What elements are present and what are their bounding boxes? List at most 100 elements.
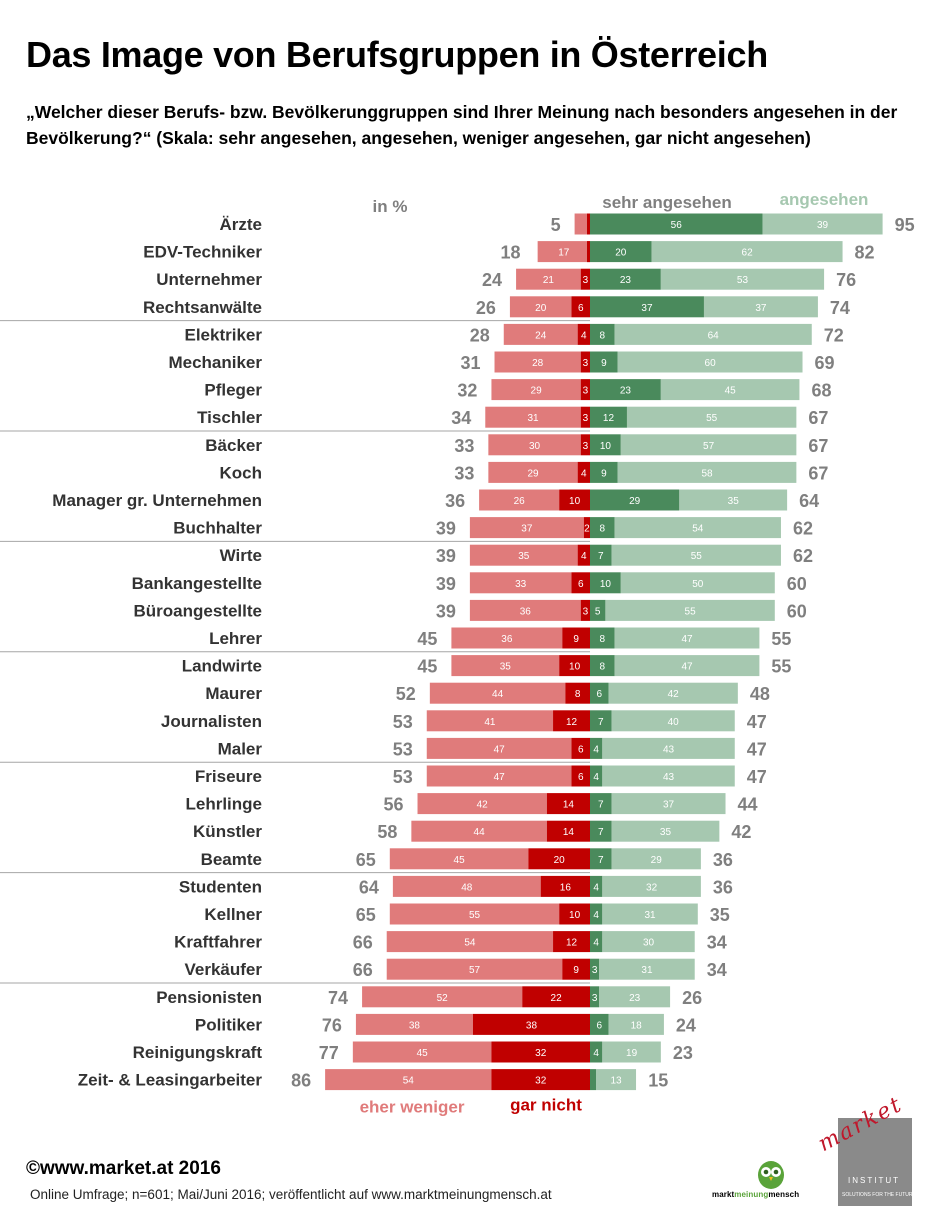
data-label-gar-nicht: 6	[578, 579, 584, 590]
total-positive: 48	[750, 684, 770, 704]
bar-eher-weniger	[488, 434, 581, 456]
category-label: Ärzte	[219, 215, 262, 234]
bar-eher-weniger	[503, 323, 578, 345]
bar-eher-weniger	[389, 848, 529, 870]
data-label-eher-weniger: 44	[492, 689, 504, 700]
data-label-sehr-angesehen: 4	[593, 910, 599, 921]
total-positive: 68	[811, 381, 831, 401]
total-negative: 52	[396, 684, 416, 704]
total-positive: 62	[793, 519, 813, 539]
total-negative: 66	[353, 933, 373, 953]
data-label-eher-weniger: 24	[535, 330, 547, 341]
data-label-eher-weniger: 26	[514, 496, 526, 507]
total-negative: 45	[417, 657, 437, 677]
bar-angesehen	[617, 461, 797, 483]
category-label: Landwirte	[182, 657, 262, 676]
bar-gar-nicht	[559, 903, 590, 925]
data-label-gar-nicht: 38	[526, 1020, 538, 1031]
bar-eher-weniger	[426, 737, 572, 759]
total-positive: 55	[771, 657, 791, 677]
total-positive: 72	[824, 325, 844, 345]
total-positive: 35	[710, 905, 730, 925]
data-label-sehr-angesehen: 10	[600, 579, 612, 590]
data-label-gar-nicht: 6	[578, 744, 584, 755]
bar-eher-weniger	[386, 958, 563, 980]
total-negative: 53	[393, 739, 413, 759]
category-label: Koch	[220, 463, 263, 482]
bar-gar-nicht	[577, 461, 590, 483]
data-label-angesehen: 47	[681, 634, 693, 645]
data-label-eher-weniger: 31	[527, 413, 539, 424]
data-label-eher-weniger: 29	[527, 468, 539, 479]
data-label-sehr-angesehen: 8	[600, 634, 606, 645]
bar-gar-nicht	[577, 544, 590, 566]
category-label: Bäcker	[205, 436, 262, 455]
data-label-gar-nicht: 22	[551, 993, 563, 1004]
category-label: Unternehmer	[156, 270, 262, 289]
data-label-gar-nicht: 3	[583, 386, 589, 397]
data-label-sehr-angesehen: 5	[595, 606, 601, 617]
data-label-angesehen: 55	[685, 606, 697, 617]
bar-gar-nicht	[472, 1013, 590, 1035]
bar-gar-nicht	[571, 765, 590, 787]
bar-eher-weniger	[469, 599, 581, 621]
total-negative: 33	[454, 436, 474, 456]
bar-gar-nicht	[546, 820, 590, 842]
data-label-eher-weniger: 47	[494, 772, 506, 783]
bar-gar-nicht	[577, 323, 590, 345]
bar-gar-nicht	[587, 213, 590, 235]
bar-sehr-angesehen	[590, 655, 615, 677]
bar-sehr-angesehen	[590, 1069, 596, 1091]
bar-eher-weniger	[494, 351, 581, 373]
bar-gar-nicht	[587, 241, 590, 263]
data-label-angesehen: 18	[631, 1020, 643, 1031]
data-label-eher-weniger: 48	[461, 882, 473, 893]
total-negative: 74	[328, 988, 348, 1008]
data-label-sehr-angesehen: 6	[596, 689, 602, 700]
total-positive: 47	[747, 712, 767, 732]
data-label-eher-weniger: 54	[403, 1076, 415, 1087]
bar-sehr-angesehen	[590, 848, 612, 870]
bar-eher-weniger	[537, 241, 590, 263]
total-negative: 58	[377, 822, 397, 842]
bar-angesehen	[599, 958, 695, 980]
bar-sehr-angesehen	[590, 461, 618, 483]
data-label-gar-nicht: 12	[566, 717, 578, 728]
data-label-sehr-angesehen: 8	[600, 524, 606, 535]
data-label-eher-weniger: 30	[529, 441, 541, 452]
total-negative: 65	[356, 905, 376, 925]
total-negative: 65	[356, 850, 376, 870]
data-label-eher-weniger: 33	[515, 579, 527, 590]
legend-eher-weniger: eher weniger	[360, 1098, 465, 1117]
data-label-angesehen: 37	[663, 800, 675, 811]
bar-angesehen	[608, 1013, 664, 1035]
bar-sehr-angesehen	[590, 958, 600, 980]
data-label-angesehen: 45	[725, 386, 737, 397]
copyright-text: ©www.market.at 2016	[26, 1158, 221, 1179]
bar-eher-weniger	[451, 627, 563, 649]
data-label-eher-weniger: 17	[558, 248, 570, 259]
bar-angesehen	[602, 875, 701, 897]
data-label-angesehen: 32	[646, 882, 658, 893]
bar-eher-weniger	[389, 903, 560, 925]
data-label-eher-weniger: 44	[474, 827, 486, 838]
total-positive: 60	[787, 574, 807, 594]
legend-gar-nicht: gar nicht	[510, 1096, 582, 1115]
total-positive: 47	[747, 767, 767, 787]
market-logo-tagline: SOLUTIONS FOR THE FUTURE	[842, 1192, 916, 1198]
bar-sehr-angesehen	[590, 379, 661, 401]
bar-angesehen	[614, 517, 781, 539]
data-label-sehr-angesehen: 7	[598, 551, 604, 562]
total-positive: 67	[808, 463, 828, 483]
category-label: Friseure	[195, 767, 262, 786]
bar-sehr-angesehen	[590, 517, 615, 539]
data-label-eher-weniger: 54	[464, 938, 476, 949]
bar-gar-nicht	[522, 986, 590, 1008]
data-label-eher-weniger: 52	[437, 993, 449, 1004]
bar-sehr-angesehen	[590, 599, 606, 621]
bar-sehr-angesehen	[590, 351, 618, 373]
bar-sehr-angesehen	[590, 875, 603, 897]
total-negative: 53	[393, 712, 413, 732]
data-label-angesehen: 64	[708, 330, 720, 341]
bar-sehr-angesehen	[590, 737, 603, 759]
